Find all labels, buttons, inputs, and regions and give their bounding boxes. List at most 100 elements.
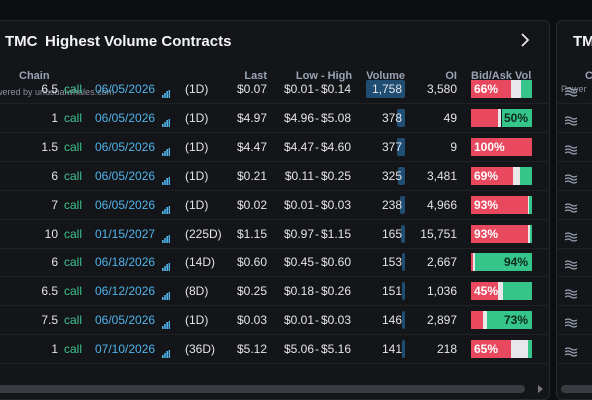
bid-ask-ask <box>471 311 484 330</box>
expiry-date[interactable]: 01/15/2027 <box>95 226 156 241</box>
strike: 6 <box>51 255 58 270</box>
range-separator: - <box>315 313 319 328</box>
open-interest: 15,751 <box>420 226 457 241</box>
expand-chevron[interactable] <box>519 32 531 48</box>
last-price: $0.02 <box>236 197 267 212</box>
open-interest: 4,966 <box>426 197 457 212</box>
range-separator: - <box>315 342 319 357</box>
row-icon <box>564 315 578 328</box>
bid-ask-mid <box>527 224 530 243</box>
bid-ask-ask <box>471 137 532 156</box>
days-to-expiry: (14D) <box>185 255 216 270</box>
chart-icon <box>162 258 170 272</box>
bid-ask-ask <box>471 253 474 272</box>
bid-ask-ask <box>471 108 499 127</box>
chart-icon <box>162 287 170 301</box>
open-interest: 3,481 <box>426 168 457 183</box>
bid-ask-label: 93% <box>474 197 499 212</box>
row-divider <box>0 103 549 104</box>
side-header: C <box>585 70 592 83</box>
open-interest: 2,667 <box>426 255 457 270</box>
row-divider <box>557 334 592 336</box>
row-divider <box>0 276 549 278</box>
side-ticker: TM <box>573 33 592 50</box>
low-price: $0.11 <box>284 168 314 183</box>
row-divider <box>0 160 549 162</box>
panel-title: Highest Volume Contracts <box>45 33 232 50</box>
option-type: call <box>64 226 83 241</box>
row-icon <box>564 344 578 357</box>
range-separator: - <box>315 284 319 299</box>
bid-ask-label: 100% <box>474 139 505 154</box>
high-price: $0.25 <box>321 168 352 183</box>
expiry-date[interactable]: 06/12/2026 <box>95 284 156 299</box>
row-icon <box>564 200 578 213</box>
open-interest: 218 <box>436 342 457 357</box>
column-header: Low - High <box>295 70 353 82</box>
option-type: call <box>64 139 83 154</box>
days-to-expiry: (1D) <box>185 110 209 125</box>
bid-ask-ask <box>471 80 512 98</box>
bid-ask-label: 45% <box>474 284 499 299</box>
open-interest: 49 <box>443 110 457 125</box>
open-interest: 1,036 <box>426 284 457 299</box>
bid-ask-mid <box>498 282 504 301</box>
open-interest: 9 <box>450 139 457 154</box>
days-to-expiry: (1D) <box>185 197 209 212</box>
volume: 151 <box>381 284 402 299</box>
powered-by: owered by unusualwhales.com <box>0 87 115 97</box>
option-type: call <box>64 255 83 270</box>
bid-ask-ask <box>471 224 528 243</box>
column-header: Volume <box>366 70 405 82</box>
volume: 141 <box>381 342 402 357</box>
bid-ask-mid <box>510 340 528 359</box>
range-separator: - <box>315 82 319 96</box>
bid-ask-label: 66% <box>474 82 499 96</box>
chart-icon <box>162 345 170 359</box>
contracts-panel: TMC Highest Volume Contracts owered by u… <box>0 20 550 400</box>
high-price: $0.03 <box>321 197 352 212</box>
bid-ask-mid <box>483 311 488 330</box>
bid-ask-mid <box>511 80 521 98</box>
range-separator: - <box>315 197 319 212</box>
high-price: $0.14 <box>321 82 352 96</box>
row-icon <box>564 229 578 242</box>
expiry-date[interactable]: 06/05/2026 <box>95 139 156 154</box>
side-scrollbar[interactable] <box>561 385 592 393</box>
last-price: $0.21 <box>236 168 267 183</box>
last-price: $1.15 <box>236 226 267 241</box>
last-price: $5.12 <box>236 342 267 357</box>
bid-ask-label: 65% <box>474 342 499 357</box>
bid-ask-mid <box>473 253 475 272</box>
column-header: Last <box>244 70 267 82</box>
volume: 238 <box>381 197 402 212</box>
row-icon <box>564 286 578 299</box>
days-to-expiry: (1D) <box>185 168 209 183</box>
bid-ask-ask <box>471 340 511 359</box>
row-icon <box>564 257 578 270</box>
volume: 1,758 <box>371 82 402 96</box>
last-price: $0.60 <box>236 255 267 270</box>
row-divider <box>0 247 549 249</box>
volume: 377 <box>381 139 402 154</box>
scroll-arrow[interactable] <box>537 384 545 394</box>
expiry-date[interactable]: 06/05/2026 <box>95 313 156 328</box>
scrollbar-thumb[interactable] <box>0 385 525 393</box>
row-divider <box>0 334 549 336</box>
last-price: $0.25 <box>236 284 267 299</box>
high-price: $5.08 <box>321 110 352 125</box>
bid-ask-bid <box>487 311 532 330</box>
range-separator: - <box>315 139 319 154</box>
low-price: $0.01 <box>283 313 314 328</box>
expiry-date[interactable]: 06/05/2026 <box>95 110 156 125</box>
row-icon <box>564 142 578 155</box>
expiry-date[interactable]: 06/18/2026 <box>95 255 156 270</box>
expiry-date[interactable]: 06/05/2026 <box>95 168 156 183</box>
expiry-date[interactable]: 06/05/2026 <box>95 82 156 96</box>
strike: 1 <box>51 342 58 357</box>
strike: 6.5 <box>41 82 58 96</box>
chart-icon <box>162 85 170 98</box>
expiry-date[interactable]: 06/05/2026 <box>95 197 156 212</box>
range-separator: - <box>315 110 319 125</box>
expiry-date[interactable]: 07/10/2026 <box>95 342 156 357</box>
